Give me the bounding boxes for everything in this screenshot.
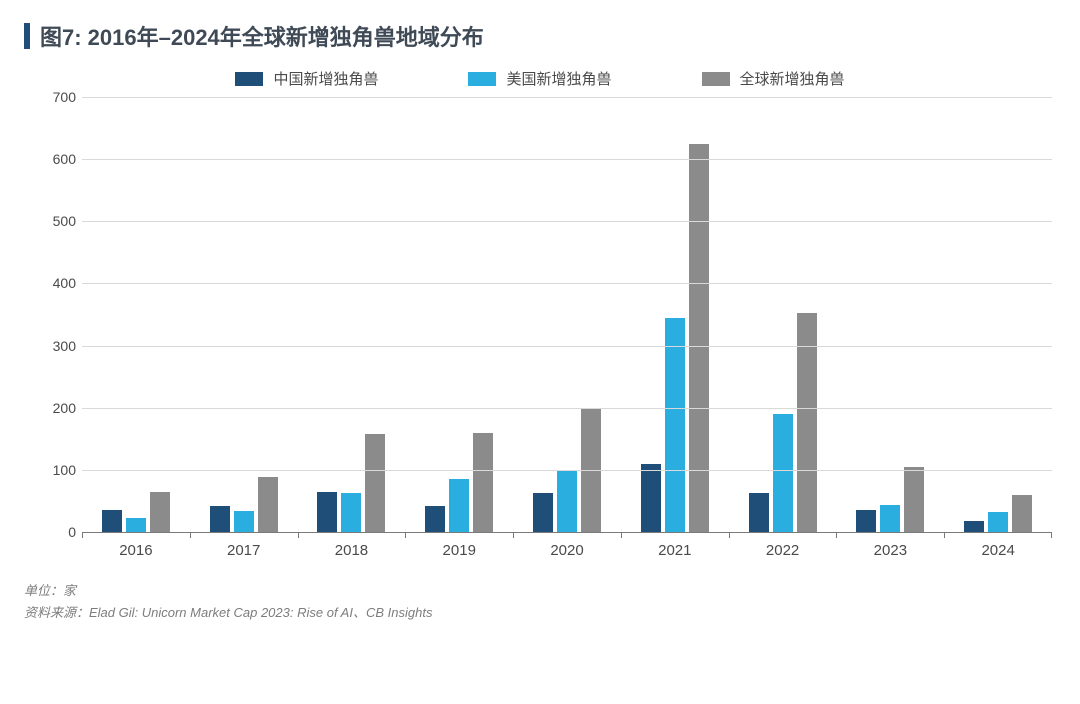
x-axis-label: 2016	[119, 532, 152, 559]
bar-group: 2024	[944, 97, 1052, 532]
bar	[102, 510, 122, 532]
bar-group: 2022	[729, 97, 837, 532]
bar	[856, 510, 876, 532]
x-tick	[836, 532, 837, 538]
chart-title: 图7: 2016年–2024年全球新增独角兽地域分布	[40, 20, 484, 52]
legend-label: 全球新增独角兽	[740, 68, 845, 89]
bar-chart: 201620172018201920202021202220232024 010…	[32, 97, 1052, 562]
legend-swatch	[702, 72, 730, 86]
x-tick	[621, 532, 622, 538]
bar	[665, 318, 685, 532]
x-tick	[1051, 532, 1052, 538]
bar-group: 2019	[405, 97, 513, 532]
y-axis-label: 100	[53, 462, 76, 478]
gridline	[82, 470, 1052, 471]
bar	[473, 433, 493, 532]
gridline	[82, 97, 1052, 98]
bar-group: 2018	[298, 97, 406, 532]
x-tick	[82, 532, 83, 538]
bar	[126, 518, 146, 532]
x-tick	[190, 532, 191, 538]
bar	[533, 493, 553, 532]
bar	[210, 506, 230, 532]
x-axis-label: 2017	[227, 532, 260, 559]
bar	[425, 506, 445, 532]
x-axis-baseline	[82, 532, 1052, 533]
bar-group: 2023	[836, 97, 944, 532]
gridline	[82, 159, 1052, 160]
bar	[689, 144, 709, 532]
gridline	[82, 283, 1052, 284]
bar-group: 2017	[190, 97, 298, 532]
y-axis-label: 0	[68, 524, 76, 540]
legend-label: 中国新增独角兽	[273, 68, 378, 89]
bar	[341, 493, 361, 532]
legend-swatch	[235, 72, 263, 86]
y-axis-label: 600	[53, 151, 76, 167]
bar	[880, 505, 900, 532]
bar	[449, 479, 469, 532]
gridline	[82, 221, 1052, 222]
chart-title-row: 图7: 2016年–2024年全球新增独角兽地域分布	[24, 20, 1056, 52]
bar	[365, 434, 385, 532]
bar	[904, 467, 924, 532]
bar	[988, 512, 1008, 532]
x-axis-label: 2020	[550, 532, 583, 559]
bar	[641, 464, 661, 532]
x-axis-label: 2024	[981, 532, 1014, 559]
plot-area: 201620172018201920202021202220232024	[82, 97, 1052, 532]
source-label: 资料来源：Elad Gil: Unicorn Market Cap 2023: …	[24, 602, 1056, 624]
gridline	[82, 346, 1052, 347]
bar	[150, 492, 170, 532]
bar-group: 2020	[513, 97, 621, 532]
bar	[749, 493, 769, 532]
x-axis-label: 2023	[874, 532, 907, 559]
bar	[1012, 495, 1032, 532]
gridline	[82, 408, 1052, 409]
y-axis-label: 500	[53, 213, 76, 229]
y-axis-label: 400	[53, 275, 76, 291]
bar	[234, 511, 254, 532]
x-tick	[729, 532, 730, 538]
legend-item: 全球新增独角兽	[702, 68, 845, 89]
bar	[317, 492, 337, 532]
y-axis-label: 700	[53, 89, 76, 105]
legend-swatch	[468, 72, 496, 86]
x-tick	[405, 532, 406, 538]
bar	[964, 521, 984, 532]
x-tick	[944, 532, 945, 538]
legend-item: 美国新增独角兽	[468, 68, 611, 89]
bar-group: 2021	[621, 97, 729, 532]
legend: 中国新增独角兽 美国新增独角兽 全球新增独角兽	[24, 68, 1056, 89]
title-accent-bar	[24, 23, 30, 49]
x-tick	[513, 532, 514, 538]
x-axis-label: 2021	[658, 532, 691, 559]
bar	[773, 414, 793, 532]
y-axis-label: 300	[53, 338, 76, 354]
bar	[258, 477, 278, 532]
y-axis-label: 200	[53, 400, 76, 416]
x-tick	[298, 532, 299, 538]
bar-group: 2016	[82, 97, 190, 532]
bar	[557, 470, 577, 532]
chart-footer: 单位：家 资料来源：Elad Gil: Unicorn Market Cap 2…	[24, 580, 1056, 624]
legend-label: 美国新增独角兽	[506, 68, 611, 89]
x-axis-label: 2019	[443, 532, 476, 559]
x-axis-label: 2018	[335, 532, 368, 559]
x-axis-label: 2022	[766, 532, 799, 559]
unit-label: 单位：家	[24, 580, 1056, 602]
legend-item: 中国新增独角兽	[235, 68, 378, 89]
